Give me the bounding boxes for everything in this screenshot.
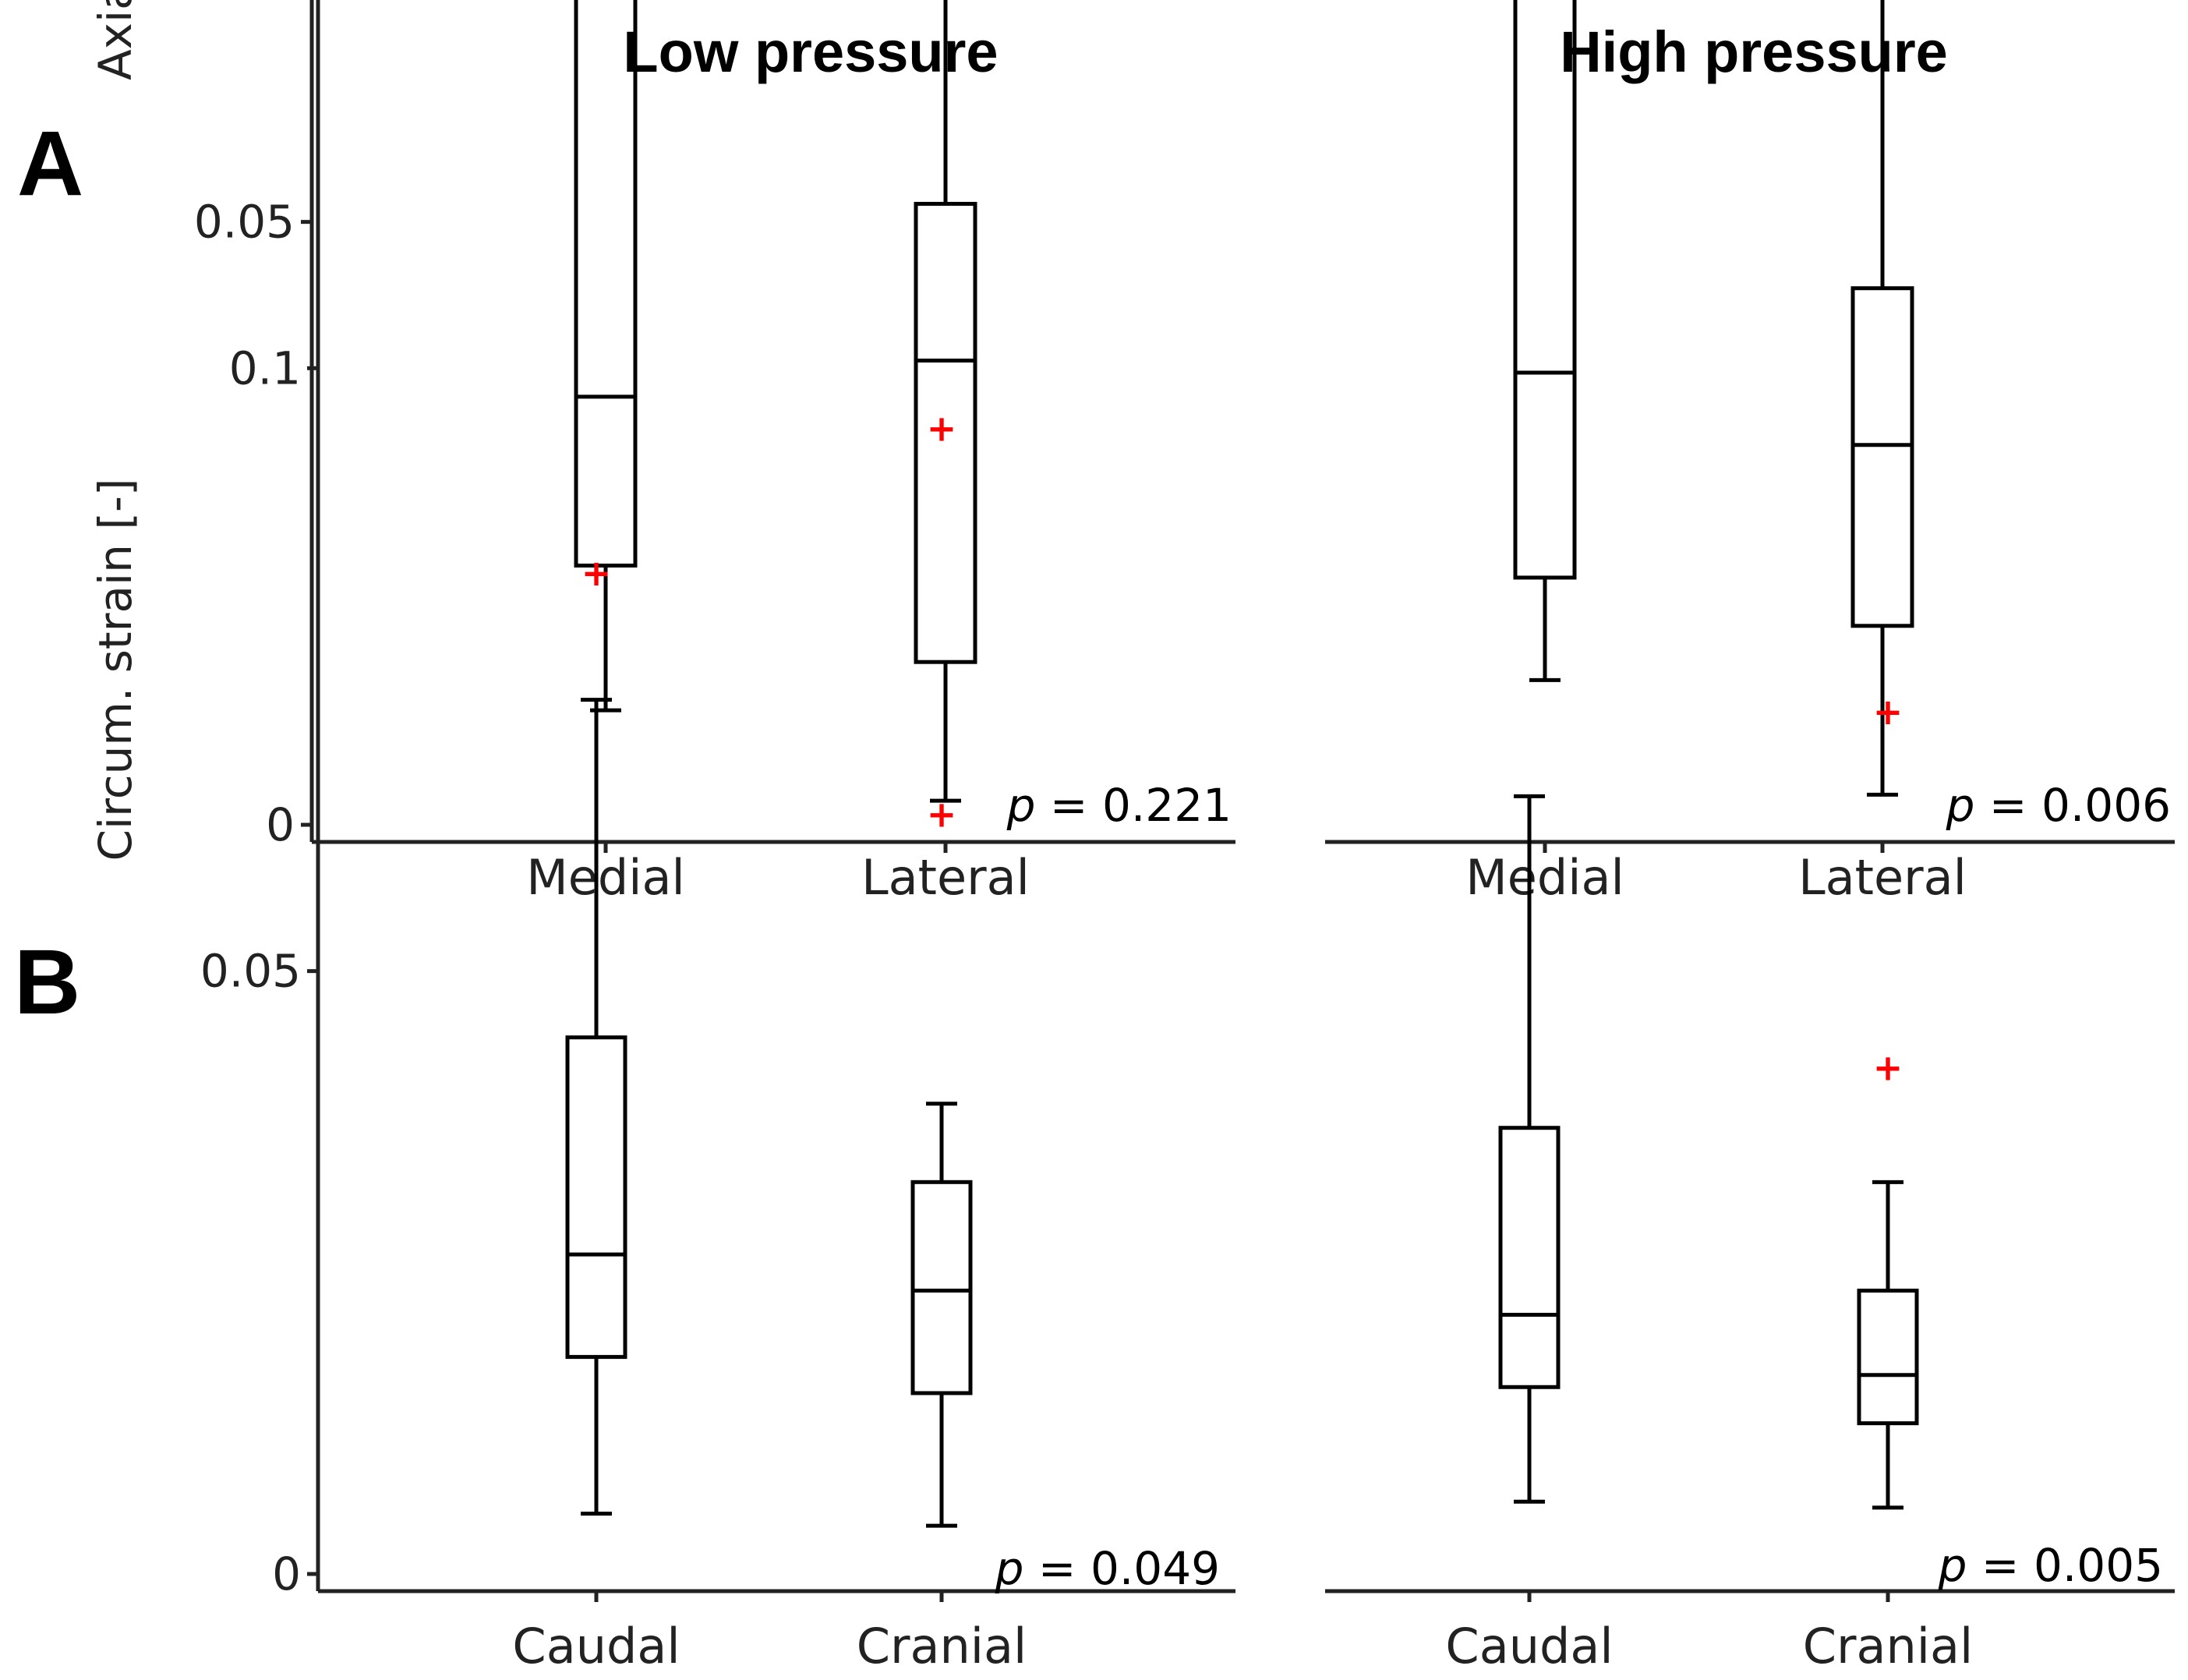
x-tick-label: Cranial bbox=[857, 1618, 1027, 1675]
box-caudal bbox=[1498, 794, 1561, 1504]
y-tick-label: 0.05 bbox=[200, 945, 301, 998]
panel-letter-b: B bbox=[14, 931, 80, 1034]
column-title-high-pressure: High pressure bbox=[1560, 19, 1948, 84]
box-cranial: ++ bbox=[1857, 691, 1919, 1510]
outlier-marker: + bbox=[927, 408, 957, 450]
p-symbol: p bbox=[1938, 1539, 1967, 1592]
x-tick-label: Caudal bbox=[1445, 1618, 1613, 1675]
iqr-box bbox=[1513, 0, 1577, 580]
box-medial bbox=[1513, 0, 1577, 682]
outlier-marker: + bbox=[1873, 691, 1903, 733]
outlier-marker: + bbox=[1873, 1046, 1903, 1088]
box-medial bbox=[574, 0, 638, 713]
box-lateral: + bbox=[914, 0, 977, 803]
y-axis-label: Axial strain [-] bbox=[89, 0, 142, 80]
iqr-box bbox=[1850, 286, 1914, 628]
outlier-marker: + bbox=[927, 794, 957, 836]
y-tick-label: 0.1 bbox=[229, 341, 301, 394]
x-tick-label: Medial bbox=[1465, 849, 1624, 906]
iqr-box bbox=[1498, 1126, 1561, 1389]
panels: 00.050.10.15Axial strain [-]Medial+Later… bbox=[89, 0, 2175, 1675]
iqr-box bbox=[1857, 1289, 1919, 1426]
outlier-marker: + bbox=[581, 552, 612, 594]
y-axis-label: Circum. strain [-] bbox=[89, 478, 142, 861]
y-tick-label: 0 bbox=[272, 1547, 301, 1600]
p-value-annotation: p = 0.005 bbox=[1938, 1539, 2163, 1592]
box-lateral: ++ bbox=[1850, 0, 1914, 797]
x-tick-label: Lateral bbox=[861, 849, 1030, 906]
panel-b-low: 00.050.10.15Circum. strain [-]+Caudal++C… bbox=[89, 0, 1235, 1675]
p-value-text: = 0.221 bbox=[1035, 779, 1232, 832]
p-symbol: p bbox=[995, 1542, 1024, 1595]
panel-letter-a: A bbox=[17, 112, 83, 215]
x-tick-label: Medial bbox=[526, 849, 684, 906]
p-value-annotation: p = 0.006 bbox=[1946, 779, 2171, 832]
p-value-annotation: p = 0.221 bbox=[1006, 779, 1232, 832]
y-tick-label: 0.05 bbox=[194, 196, 295, 249]
panel-a-low: 00.050.10.15Axial strain [-]Medial+Later… bbox=[89, 0, 1235, 906]
p-value-text: = 0.006 bbox=[1974, 779, 2171, 832]
panel-a-high: Medial ++ Lateral p = 0.006 bbox=[1325, 0, 2175, 906]
x-tick-label: Cranial bbox=[1803, 1618, 1974, 1675]
iqr-box bbox=[574, 0, 638, 568]
iqr-box bbox=[565, 1035, 627, 1360]
iqr-box bbox=[910, 1180, 973, 1395]
y-tick-label: 0 bbox=[266, 798, 295, 851]
p-symbol: p bbox=[1946, 779, 1975, 832]
p-value-text: = 0.049 bbox=[1023, 1542, 1220, 1595]
box-cranial: ++ bbox=[910, 408, 973, 1528]
x-tick-label: Caudal bbox=[512, 1618, 680, 1675]
box-caudal: + bbox=[565, 552, 627, 1516]
x-tick-label: Lateral bbox=[1798, 849, 1967, 906]
p-value-text: = 0.005 bbox=[1967, 1539, 2163, 1592]
p-value-annotation: p = 0.049 bbox=[995, 1542, 1220, 1595]
column-title-low-pressure: Low pressure bbox=[623, 19, 998, 84]
p-symbol: p bbox=[1006, 779, 1036, 832]
